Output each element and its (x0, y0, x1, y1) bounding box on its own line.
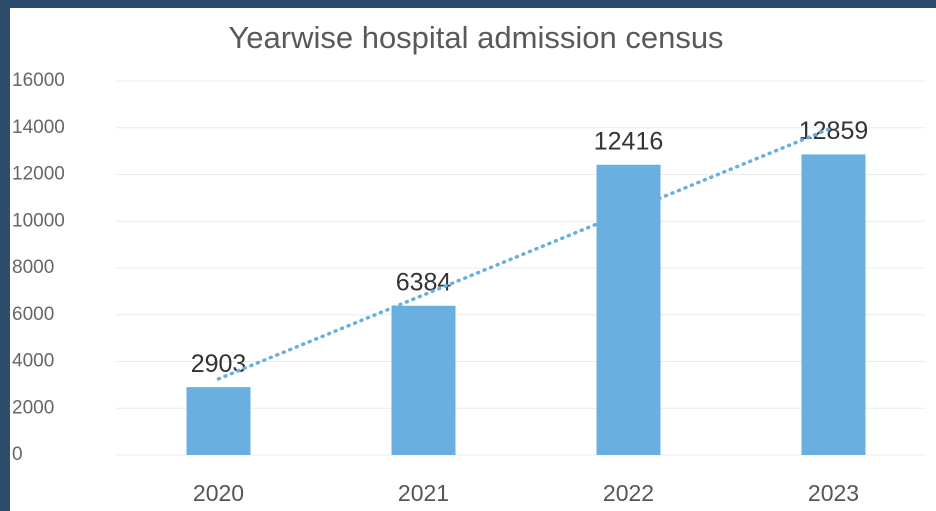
data-label: 12859 (799, 117, 869, 145)
x-tick-label: 2020 (193, 480, 244, 506)
bar (596, 164, 661, 455)
chart-title: Yearwise hospital admission census (228, 20, 723, 55)
y-tick-label: 14000 (12, 117, 65, 138)
data-label: 12416 (594, 127, 664, 155)
y-tick-label: 0 (12, 444, 23, 465)
y-tick-label: 12000 (12, 164, 65, 185)
y-tick-label: 16000 (12, 70, 65, 91)
x-tick-label: 2023 (808, 480, 859, 506)
x-tick-label: 2022 (603, 480, 654, 506)
bar (801, 154, 866, 455)
y-tick-label: 4000 (12, 351, 54, 372)
y-tick-label: 8000 (12, 257, 54, 278)
bar (186, 387, 251, 455)
plot-background (10, 8, 936, 511)
y-tick-label: 10000 (12, 210, 65, 231)
y-tick-label: 2000 (12, 397, 54, 418)
data-label: 6384 (396, 268, 452, 296)
bar (391, 305, 456, 455)
x-tick-label: 2021 (398, 480, 449, 506)
data-label: 2903 (191, 350, 247, 378)
trendline (216, 125, 836, 381)
y-tick-label: 6000 (12, 304, 54, 325)
